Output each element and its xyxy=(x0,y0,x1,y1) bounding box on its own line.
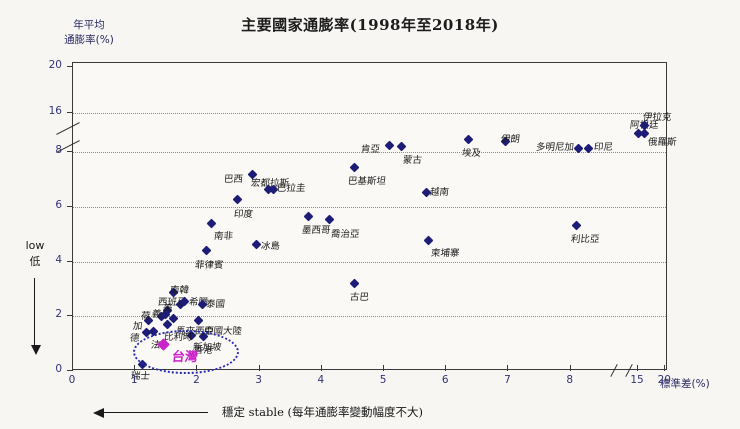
x-tick-mark xyxy=(258,365,260,371)
x-tick-label: 15 xyxy=(630,374,644,386)
data-point-label: 利比亞 xyxy=(570,234,600,246)
data-point-label: 柬埔寨 xyxy=(430,248,460,260)
data-point-label: 越南 xyxy=(429,186,450,198)
y-axis-title-line1: 年平均 xyxy=(73,19,105,31)
gridline xyxy=(73,206,666,208)
data-point-label: 巴基斯坦 xyxy=(347,176,387,188)
gridline xyxy=(73,316,666,318)
data-point-label: 伊拉克 xyxy=(641,111,672,123)
low-annotation-en: low xyxy=(25,239,45,252)
data-point-label: 巴拉圭 xyxy=(276,182,307,194)
x-tick-mark xyxy=(507,365,509,371)
y-tick-label: 16 xyxy=(48,105,62,117)
data-point[interactable] xyxy=(384,140,394,151)
x-tick-label: 3 xyxy=(255,374,262,386)
x-tick-mark xyxy=(196,365,198,371)
data-point[interactable] xyxy=(232,194,243,205)
y-axis-title: 年平均 通膨率(%) xyxy=(44,18,134,48)
gridline xyxy=(73,113,666,114)
data-point-label: 肯亞 xyxy=(360,144,381,156)
x-tick-mark xyxy=(320,365,322,371)
y-tick-label: 8 xyxy=(55,144,62,156)
x-tick-mark xyxy=(664,365,666,371)
data-point-label: 古巴 xyxy=(349,292,370,304)
data-point-label: 埃及 xyxy=(461,148,482,160)
data-point-label: 菲律賓 xyxy=(194,259,224,271)
x-tick-label: 4 xyxy=(317,374,325,386)
data-point-label: 泰國 xyxy=(205,298,226,310)
y-tick-mark xyxy=(67,315,73,317)
data-point-label: 印尼 xyxy=(593,142,614,153)
data-point[interactable] xyxy=(349,278,360,289)
plot-area: 瑞士香港新加坡德法比利時加荷義美馬來西亞中國大陸西班牙希臘泰國南韓菲律賓南非冰島… xyxy=(72,62,677,382)
x-tick-label: 7 xyxy=(504,374,511,386)
x-tick-mark xyxy=(72,365,73,371)
x-tick-mark xyxy=(637,365,638,371)
y-tick-mark xyxy=(67,66,73,67)
x-axis-title: 標準差(%) xyxy=(660,378,710,390)
low-annotation-zh: 低 xyxy=(29,255,41,268)
x-tick-mark xyxy=(383,365,385,371)
x-tick-label: 2 xyxy=(193,374,200,386)
y-tick-mark xyxy=(67,260,73,262)
y-tick-mark xyxy=(67,205,73,207)
data-point[interactable] xyxy=(571,220,582,231)
y-tick-mark xyxy=(67,151,73,152)
data-point-label: 墨西哥 xyxy=(301,225,332,237)
data-point-label: 俄羅斯 xyxy=(647,136,677,148)
data-point-label: 喬治亞 xyxy=(330,228,361,240)
y-axis-title-line2: 通膨率(%) xyxy=(64,34,114,46)
y-tick-mark xyxy=(67,112,73,113)
data-point-label: 荷 xyxy=(140,311,152,323)
data-point-label: 多明尼加 xyxy=(535,142,575,154)
data-point-label: 蒙古 xyxy=(402,154,423,166)
x-tick-label: 5 xyxy=(379,374,387,386)
page-title: 主要國家通膨率(1998年至2018年) xyxy=(241,16,499,34)
data-point-label: 南韓 xyxy=(169,285,190,297)
x-tick-label: 1 xyxy=(130,374,138,386)
data-point[interactable] xyxy=(349,162,360,172)
data-point-label: 伊朗 xyxy=(500,134,521,146)
x-tick-label: 20 xyxy=(657,374,671,386)
y-tick-mark xyxy=(67,370,73,371)
x-tick-label: 6 xyxy=(441,374,449,386)
data-point[interactable] xyxy=(463,134,473,145)
x-tick-mark xyxy=(569,365,571,371)
data-point[interactable] xyxy=(206,218,217,229)
data-point[interactable] xyxy=(396,141,407,152)
gridline xyxy=(73,261,666,263)
x-tick-mark xyxy=(445,365,447,371)
taiwan-highlight-ellipse xyxy=(133,329,240,374)
y-tick-label: 4 xyxy=(55,253,62,266)
stable-annotation: 穩定 stable (每年通膨率變動幅度不大) xyxy=(222,405,424,419)
low-arrow-icon xyxy=(30,278,41,355)
data-point[interactable] xyxy=(303,211,314,222)
x-tick-mark xyxy=(134,365,136,371)
data-point-label: 巴西 xyxy=(223,174,244,186)
data-point-label: 冰島 xyxy=(259,240,280,252)
low-annotation: low 低 xyxy=(8,238,62,270)
stable-arrow-icon xyxy=(93,407,208,418)
y-tick-label: 2 xyxy=(55,308,62,321)
y-tick-label: 20 xyxy=(48,59,62,71)
x-tick-label: 0 xyxy=(68,374,76,386)
data-point[interactable] xyxy=(201,245,212,256)
x-tick-label: 8 xyxy=(566,374,574,386)
data-point-label: 南非 xyxy=(213,231,234,243)
data-point-label: 印度 xyxy=(233,208,254,220)
y-tick-label: 0 xyxy=(55,363,62,375)
gridline xyxy=(73,152,666,153)
y-tick-label: 6 xyxy=(55,198,62,211)
data-point[interactable] xyxy=(423,235,434,246)
